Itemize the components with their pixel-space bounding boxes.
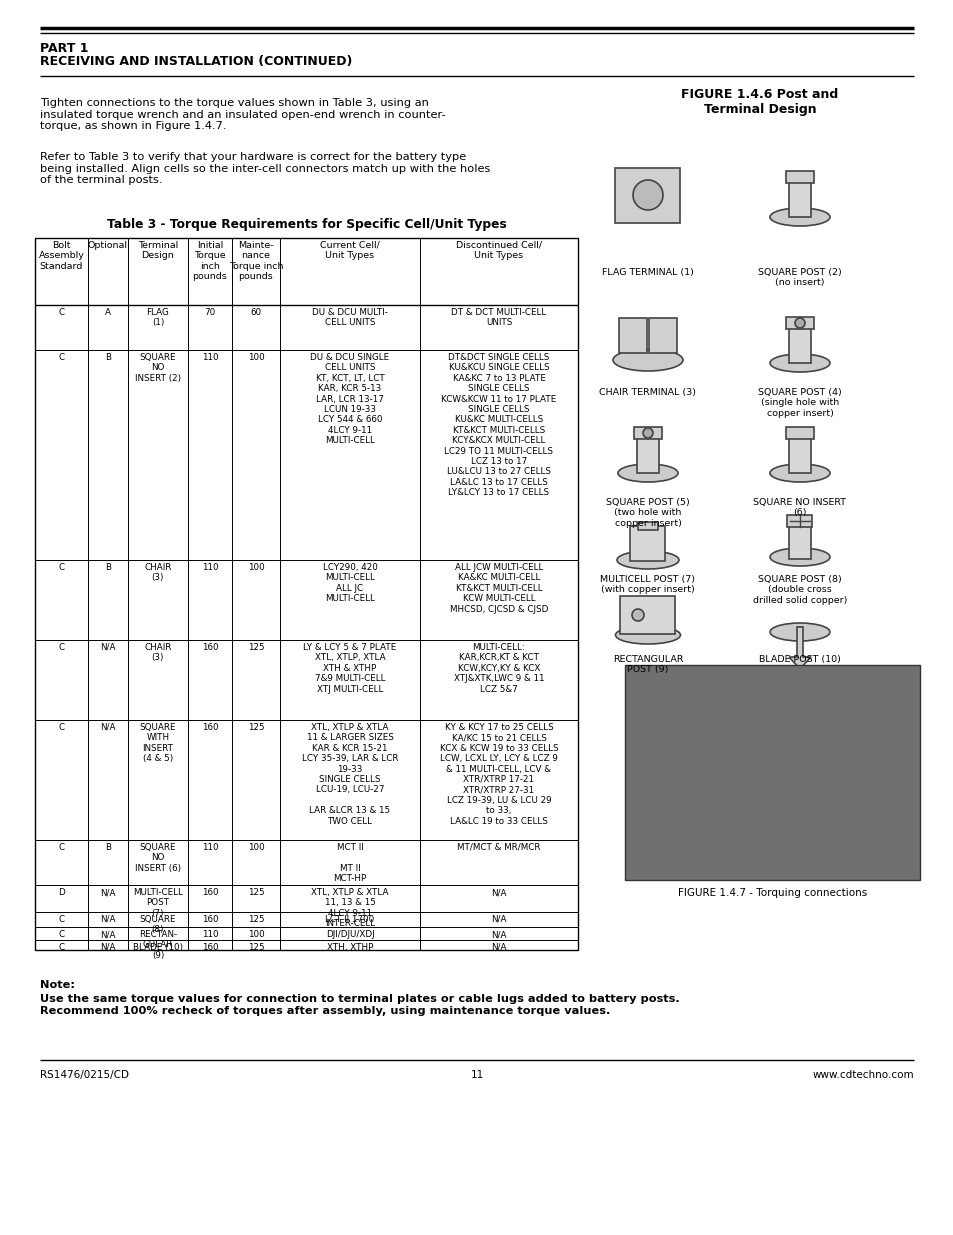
Text: KY & KCY 17 to 25 CELLS
KA/KC 15 to 21 CELLS
KCX & KCW 19 to 33 CELLS
LCW, LCXL : KY & KCY 17 to 25 CELLS KA/KC 15 to 21 C… (439, 722, 558, 826)
Bar (619, 597, 675, 634)
Text: 110: 110 (201, 930, 218, 939)
Text: N/A: N/A (100, 944, 115, 952)
Text: LCY290, 420
MULTI-CELL
ALL JC
MULTI-CELL: LCY290, 420 MULTI-CELL ALL JC MULTI-CELL (322, 563, 377, 603)
Text: MULTI-CELL:
KAR,KCR,KT & KCT
KCW,KCY,KY & KCX
XTJ&XTK,LWC 9 & 11
LCZ 5&7: MULTI-CELL: KAR,KCR,KT & KCT KCW,KCY,KY … (454, 643, 543, 694)
Ellipse shape (615, 626, 679, 643)
Text: XTL, XTLP & XTLA
11 & LARGER SIZES
KAR & KCR 15-21
LCY 35-39, LAR & LCR
19-33
SI: XTL, XTLP & XTLA 11 & LARGER SIZES KAR &… (301, 722, 397, 826)
Text: D: D (58, 888, 65, 897)
Text: C: C (58, 308, 65, 317)
Text: B: B (105, 563, 111, 572)
Bar (788, 324, 810, 363)
Text: 160: 160 (201, 722, 218, 732)
Bar (637, 433, 659, 473)
Bar (785, 427, 813, 438)
Bar (618, 317, 646, 352)
Bar (785, 170, 813, 183)
Text: Table 3 - Torque Requirements for Specific Cell/Unit Types: Table 3 - Torque Requirements for Specif… (107, 219, 506, 231)
Text: 110: 110 (201, 563, 218, 572)
Text: Initial
Torque
inch
pounds: Initial Torque inch pounds (193, 241, 227, 282)
Bar (615, 168, 679, 222)
Text: 100: 100 (248, 844, 264, 852)
Bar (648, 317, 677, 352)
Text: Refer to Table 3 to verify that your hardware is correct for the battery type
be: Refer to Table 3 to verify that your har… (40, 152, 490, 185)
Ellipse shape (769, 354, 829, 372)
Ellipse shape (617, 551, 679, 569)
Text: 160: 160 (201, 944, 218, 952)
Text: RECEIVING AND INSTALLATION (CONTINUED): RECEIVING AND INSTALLATION (CONTINUED) (40, 56, 352, 68)
Text: RS1476/0215/CD: RS1476/0215/CD (40, 1070, 129, 1079)
Text: 125: 125 (248, 915, 264, 924)
Text: Tighten connections to the torque values shown in Table 3, using an
insulated to: Tighten connections to the torque values… (40, 98, 445, 131)
Text: N/A: N/A (491, 930, 506, 939)
Ellipse shape (769, 207, 829, 226)
Bar (786, 515, 812, 527)
Ellipse shape (618, 464, 678, 482)
Text: 125: 125 (248, 888, 264, 897)
Text: 125: 125 (248, 722, 264, 732)
Text: CHAIR
(3): CHAIR (3) (144, 643, 172, 662)
Bar (788, 177, 810, 217)
Circle shape (794, 317, 804, 329)
Text: 100: 100 (248, 353, 264, 362)
Ellipse shape (769, 464, 829, 482)
Text: 100: 100 (248, 930, 264, 939)
Text: XTL, XTLP & XTLA
11, 13 & 15
4LCY 9-11
INTER-CELL: XTL, XTLP & XTLA 11, 13 & 15 4LCY 9-11 I… (311, 888, 388, 929)
Bar (35, 238, 578, 950)
Text: 110: 110 (201, 353, 218, 362)
Text: 110: 110 (201, 844, 218, 852)
Text: MULTICELL POST (7)
(with copper insert): MULTICELL POST (7) (with copper insert) (599, 576, 695, 594)
Text: SQUARE NO INSERT
(6): SQUARE NO INSERT (6) (753, 498, 845, 517)
Text: 11: 11 (470, 1070, 483, 1079)
Text: XTH, XTHP: XTH, XTHP (327, 944, 373, 952)
Text: C: C (58, 563, 65, 572)
Text: BLADE (10): BLADE (10) (132, 944, 183, 952)
Text: SQUARE POST (5)
(two hole with
copper insert): SQUARE POST (5) (two hole with copper in… (605, 498, 689, 527)
Text: LCT II 1700: LCT II 1700 (325, 915, 375, 924)
Text: 160: 160 (201, 888, 218, 897)
Text: C: C (58, 353, 65, 362)
Text: N/A: N/A (100, 915, 115, 924)
Text: www.cdtechno.com: www.cdtechno.com (812, 1070, 913, 1079)
Circle shape (631, 609, 643, 621)
Text: N/A: N/A (491, 888, 506, 897)
Text: ALL JCW MULTI-CELL
KA&KC MULTI-CELL
KT&KCT MULTI-CELL
KCW MULTI-CELL
MHCSD, CJCS: ALL JCW MULTI-CELL KA&KC MULTI-CELL KT&K… (450, 563, 548, 614)
Text: DU & DCU MULTI-
CELL UNITS: DU & DCU MULTI- CELL UNITS (312, 308, 388, 327)
Bar (624, 664, 919, 881)
Text: SQUARE POST (4)
(single hole with
copper insert): SQUARE POST (4) (single hole with copper… (758, 388, 841, 417)
Bar (788, 433, 810, 473)
Text: N/A: N/A (100, 643, 115, 652)
Text: Terminal
Design: Terminal Design (138, 241, 178, 261)
Circle shape (633, 180, 662, 210)
Text: SQUARE
WITH
INSERT
(4 & 5): SQUARE WITH INSERT (4 & 5) (139, 722, 176, 763)
Text: MCT II

MT II
MCT-HP: MCT II MT II MCT-HP (333, 844, 366, 883)
Text: 160: 160 (201, 915, 218, 924)
Text: DT&DCT SINGLE CELLS
KU&KCU SINGLE CELLS
KA&KC 7 to 13 PLATE
SINGLE CELLS
KCW&KCW: DT&DCT SINGLE CELLS KU&KCU SINGLE CELLS … (441, 353, 556, 498)
Text: DJI/DJU/XDJ: DJI/DJU/XDJ (325, 930, 374, 939)
Text: Bolt
Assembly
Standard: Bolt Assembly Standard (38, 241, 85, 270)
Ellipse shape (769, 622, 829, 641)
Text: 70: 70 (204, 308, 215, 317)
Bar (630, 526, 665, 561)
Text: CHAIR
(3): CHAIR (3) (144, 563, 172, 583)
Text: A: A (105, 308, 111, 317)
Text: Use the same torque values for connection to terminal plates or cable lugs added: Use the same torque values for connectio… (40, 994, 679, 1015)
Text: C: C (58, 844, 65, 852)
Text: SQUARE POST (2)
(no insert): SQUARE POST (2) (no insert) (758, 268, 841, 288)
Text: Discontinued Cell/
Unit Types: Discontinued Cell/ Unit Types (456, 241, 541, 261)
Bar (788, 521, 810, 559)
Text: DT & DCT MULTI-CELL
UNITS: DT & DCT MULTI-CELL UNITS (451, 308, 546, 327)
Text: MULTI-CELL
POST
(7): MULTI-CELL POST (7) (132, 888, 183, 918)
Text: 125: 125 (248, 643, 264, 652)
Text: N/A: N/A (100, 722, 115, 732)
Text: RECTANGULAR
POST (9): RECTANGULAR POST (9) (612, 655, 682, 674)
Text: C: C (58, 722, 65, 732)
Text: B: B (105, 844, 111, 852)
Text: Note:: Note: (40, 981, 75, 990)
Text: 60: 60 (251, 308, 261, 317)
Text: C: C (58, 643, 65, 652)
Text: BLADE POST (10): BLADE POST (10) (759, 655, 840, 664)
Bar (634, 427, 661, 438)
Text: C: C (58, 915, 65, 924)
Text: PART 1: PART 1 (40, 42, 89, 56)
Text: LY & LCY 5 & 7 PLATE
XTL, XTLP, XTLA
XTH & XTHP
7&9 MULTI-CELL
XTJ MULTI-CELL: LY & LCY 5 & 7 PLATE XTL, XTLP, XTLA XTH… (303, 643, 396, 694)
